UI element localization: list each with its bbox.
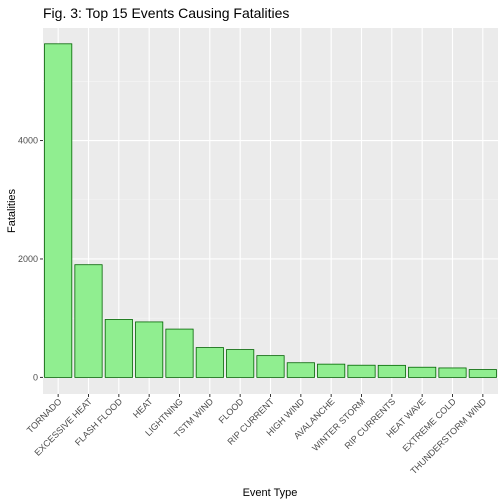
bar-tstm-wind xyxy=(195,347,224,378)
bar-rip-currents xyxy=(377,364,406,378)
y-axis-title: Fatalities xyxy=(6,188,18,233)
y-tick-label: 0 xyxy=(33,372,38,382)
bar-flash-flood xyxy=(104,319,133,378)
bar-lightning xyxy=(165,328,194,378)
bars xyxy=(44,43,497,378)
x-tick-label: EXTREME COLD xyxy=(401,396,459,454)
y-tick-label: 4000 xyxy=(18,136,38,146)
x-tick-label: FLOOD xyxy=(217,396,246,425)
bar-winter-storm xyxy=(347,364,376,378)
bar-tornado xyxy=(44,43,73,378)
bar-flood xyxy=(226,349,255,378)
x-tick-label: HEAT xyxy=(131,396,155,420)
chart-title: Fig. 3: Top 15 Events Causing Fatalities xyxy=(43,5,289,21)
x-tick-label: WINTER STORM xyxy=(310,396,367,453)
bar-heat-wave xyxy=(408,366,437,378)
y-axis-ticks: 0 2000 4000 xyxy=(18,136,43,382)
x-tick-label: EXCESSIVE HEAT xyxy=(32,396,94,458)
bar-excessive-heat xyxy=(74,264,103,378)
bar-rip-current xyxy=(256,355,285,378)
y-tick-label: 2000 xyxy=(18,254,38,264)
bar-heat xyxy=(135,321,164,378)
bar-high-wind xyxy=(286,362,315,378)
x-axis-title: Event Type xyxy=(243,487,298,499)
bar-thunderstorm-wind xyxy=(468,369,497,378)
bar-avalanche xyxy=(317,363,346,378)
bar-extreme-cold xyxy=(438,367,467,378)
